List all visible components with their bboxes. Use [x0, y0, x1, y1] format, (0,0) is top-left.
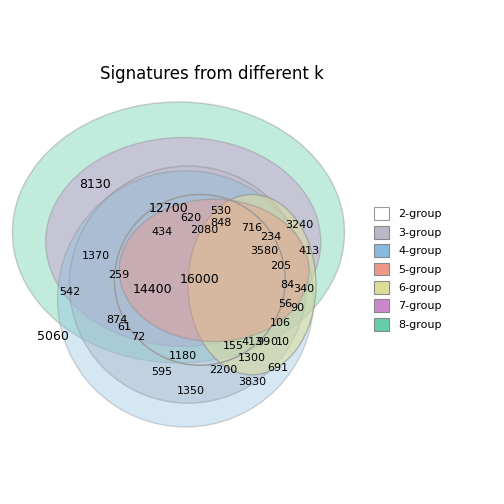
Text: 84: 84: [280, 280, 295, 290]
Text: 340: 340: [294, 284, 314, 294]
Legend: 2-group, 3-group, 4-group, 5-group, 6-group, 7-group, 8-group: 2-group, 3-group, 4-group, 5-group, 6-gr…: [370, 204, 445, 334]
Text: 14400: 14400: [133, 283, 172, 296]
Text: 848: 848: [211, 218, 232, 228]
Text: 716: 716: [241, 223, 263, 233]
Text: 3240: 3240: [285, 220, 313, 230]
Text: 3580: 3580: [250, 246, 278, 257]
Text: 234: 234: [261, 232, 282, 242]
Text: 8130: 8130: [80, 178, 111, 192]
Text: 72: 72: [131, 332, 145, 342]
Text: 413: 413: [241, 337, 263, 347]
Text: 0: 0: [270, 337, 277, 347]
Ellipse shape: [119, 199, 309, 342]
Text: 1300: 1300: [238, 353, 266, 363]
Text: 90: 90: [290, 303, 304, 313]
Text: 259: 259: [108, 270, 130, 280]
Text: 2200: 2200: [210, 365, 238, 375]
Ellipse shape: [46, 138, 321, 346]
Ellipse shape: [70, 166, 306, 403]
Text: 205: 205: [270, 261, 291, 271]
Text: 61: 61: [117, 322, 131, 332]
Ellipse shape: [188, 195, 316, 375]
Text: 1350: 1350: [176, 387, 204, 396]
Text: 12700: 12700: [149, 202, 189, 215]
Text: 1370: 1370: [82, 251, 109, 261]
Text: 99: 99: [257, 337, 271, 347]
Text: 106: 106: [270, 318, 291, 328]
Title: Signatures from different k: Signatures from different k: [100, 65, 324, 83]
Text: 2080: 2080: [191, 225, 219, 235]
Text: 595: 595: [151, 367, 172, 377]
Text: 530: 530: [211, 206, 232, 216]
Text: 5060: 5060: [37, 330, 69, 343]
Text: 3830: 3830: [238, 377, 266, 387]
Text: 10: 10: [276, 337, 290, 347]
Ellipse shape: [13, 102, 345, 363]
Text: 874: 874: [106, 315, 128, 325]
Text: 620: 620: [180, 213, 201, 223]
Text: 542: 542: [59, 287, 80, 297]
Text: 155: 155: [223, 341, 243, 351]
Text: 1180: 1180: [169, 351, 197, 361]
Text: 434: 434: [151, 227, 172, 237]
Text: 56: 56: [278, 298, 292, 308]
Ellipse shape: [57, 171, 313, 427]
Text: 16000: 16000: [180, 273, 220, 286]
Text: 691: 691: [268, 362, 289, 372]
Text: 413: 413: [298, 246, 320, 257]
